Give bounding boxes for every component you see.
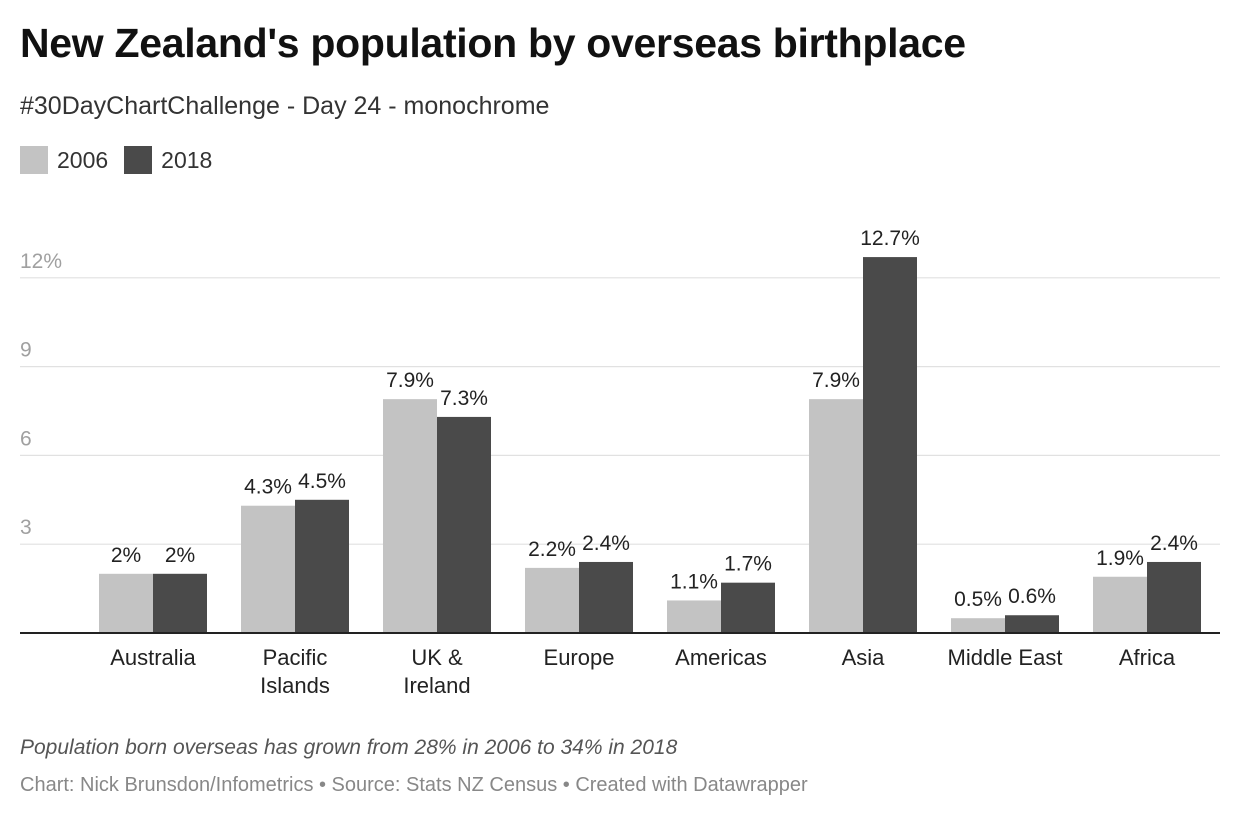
chart-notes: Population born overseas has grown from … — [20, 736, 678, 759]
data-label: 2.4% — [1150, 532, 1198, 555]
data-label: 7.9% — [812, 369, 860, 392]
x-tick-label: Africa — [1119, 645, 1176, 670]
bar-2006 — [241, 505, 295, 633]
bar-2006 — [951, 618, 1005, 633]
data-label: 2% — [111, 544, 141, 567]
x-tick-label: Australia — [110, 645, 196, 670]
legend-item-2006: 2006 — [20, 146, 108, 174]
bar-2018 — [863, 257, 917, 633]
x-tick-label: Asia — [842, 645, 886, 670]
y-tick-label: 6 — [20, 427, 32, 450]
chart-byline: Chart: Nick Brunsdon/Infometrics • Sourc… — [20, 774, 808, 796]
data-label: 0.6% — [1008, 585, 1056, 608]
x-tick-label: Europe — [544, 645, 615, 670]
legend-label-2006: 2006 — [57, 146, 109, 173]
data-label: 4.3% — [244, 476, 292, 499]
legend-item-2018: 2018 — [124, 146, 212, 174]
bar-2018 — [1147, 561, 1201, 633]
bar-2006 — [667, 600, 721, 633]
data-label: 0.5% — [954, 588, 1002, 611]
data-label: 2% — [165, 544, 195, 567]
bar-2018 — [153, 573, 207, 633]
x-tick-label: UK & Ireland — [403, 645, 470, 698]
bar-2018 — [295, 499, 349, 633]
legend-label-2018: 2018 — [161, 146, 213, 173]
data-label: 2.4% — [582, 532, 630, 555]
bar-2006 — [809, 399, 863, 633]
legend-swatch-2018 — [124, 146, 153, 174]
chart-title: New Zealand's population by overseas bir… — [20, 20, 966, 66]
data-label: 1.9% — [1096, 547, 1144, 570]
x-tick-label: Middle East — [948, 645, 1063, 670]
bar-2006 — [525, 567, 579, 633]
y-tick-label: 12% — [20, 250, 62, 273]
data-label: 2.2% — [528, 538, 576, 561]
y-tick-label: 3 — [20, 516, 32, 539]
bar-2018 — [721, 582, 775, 633]
legend: 2006 2018 — [20, 146, 228, 174]
bar-2018 — [437, 416, 491, 633]
data-label: 7.3% — [440, 387, 488, 410]
chart-subtitle: #30DayChartChallenge - Day 24 - monochro… — [20, 92, 550, 120]
data-label: 4.5% — [298, 470, 346, 493]
bar-2006 — [99, 573, 153, 633]
legend-swatch-2006 — [20, 146, 48, 174]
bar-chart: 3 6 9 12% 2% 4.3% 7.9% 2.2% 1.1% 7.9% 0.5% 1.9% 2% 4.… — [20, 227, 1220, 698]
data-label: 12.7% — [860, 227, 920, 250]
data-label: 1.1% — [670, 570, 718, 593]
bar-2018 — [1005, 615, 1059, 633]
x-tick-label: Pacific Islands — [260, 645, 330, 698]
bar-2018 — [579, 561, 633, 633]
data-label: 7.9% — [386, 369, 434, 392]
data-label: 1.7% — [724, 553, 772, 576]
bar-2006 — [383, 399, 437, 633]
y-tick-label: 9 — [20, 339, 32, 362]
x-tick-label: Americas — [675, 645, 767, 670]
bar-2006 — [1093, 576, 1147, 633]
